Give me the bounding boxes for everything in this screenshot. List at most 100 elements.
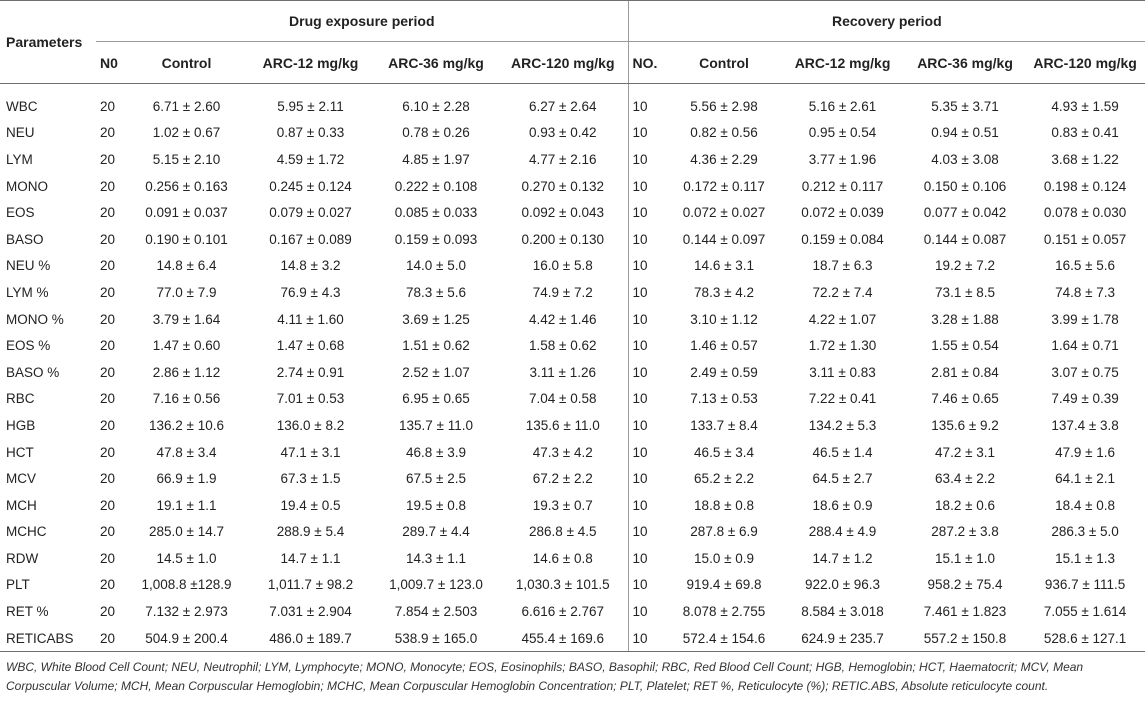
drug-control-cell: 136.2 ± 10.6 [149,417,224,433]
recovery-arc-36-cell: 0.144 ± 0.087 [923,231,1007,247]
drug-arc-120-cell: 455.4 ± 169.6 [498,624,629,653]
parameter-cell: LYM [6,151,33,167]
drug-control-cell: 7.16 ± 0.56 [152,391,221,407]
recovery-control-cell: 1.46 ± 0.57 [690,338,758,354]
drug-control-cell: 14.5 ± 1.0 [156,550,217,566]
hematology-table: Parameters Drug exposure period Recovery… [0,0,1145,653]
recovery-arc-36-cell: 1.55 ± 0.54 [931,338,999,354]
no-cell: 10 [627,518,669,546]
drug-control-cell: 1.02 ± 0.67 [152,125,221,141]
drug-control-cell: 504.9 ± 200.4 [126,624,247,653]
col-header-recovery-arc-12: ARC-12 mg/kg [780,41,906,84]
drug-arc-120-cell: 6.27 ± 2.64 [529,98,597,114]
recovery-arc-120-cell: 1.64 ± 0.71 [1051,338,1119,354]
drug-arc-36-cell: 67.5 ± 2.5 [406,471,466,487]
recovery-arc-12-cell: 5.16 ± 2.61 [808,98,877,114]
n0-cell: 20 [100,550,116,566]
no-cell: 10 [627,465,669,492]
n0-cell: 20 [100,577,116,593]
recovery-arc-36-cell: 73.1 ± 8.5 [935,284,995,300]
drug-arc-120-cell: 135.6 ± 11.0 [525,417,600,433]
col-header-recovery-arc-36: ARC-36 mg/kg [905,41,1026,84]
recovery-arc-12-cell: 134.2 ± 5.3 [808,417,877,433]
recovery-arc-36-cell: 287.2 ± 3.8 [931,524,999,540]
col-header-no: NO. [627,41,669,84]
drug-arc-12-cell: 67.3 ± 1.5 [280,471,341,487]
recovery-arc-36-cell: 19.2 ± 7.2 [935,258,995,274]
drug-arc-120-cell: 14.6 ± 0.8 [532,550,593,566]
recovery-arc-120-cell: 936.7 ± 111.5 [1044,577,1126,593]
table-row: HCT 20 47.8 ± 3.4 47.1 ± 3.1 46.8 ± 3.9 47.3 … [0,438,1145,466]
n0-cell: 20 [96,624,126,653]
no-cell: 10 [627,571,669,599]
recovery-arc-12-cell: 0.95 ± 0.54 [808,125,877,141]
table-row: EOS 20 0.091 ± 0.037 0.079 ± 0.027 0.085 ± 0… [0,199,1145,226]
drug-arc-36-cell: 4.85 ± 1.97 [402,151,470,167]
drug-arc-36-cell: 538.9 ± 165.0 [374,624,498,653]
drug-control-cell: 14.8 ± 6.4 [156,258,217,274]
recovery-control-cell: 919.4 ± 69.8 [686,577,762,593]
drug-control-cell: 1,008.8 ±128.9 [141,577,232,593]
n0-cell: 20 [100,98,116,114]
recovery-arc-120-cell: 3.07 ± 0.75 [1051,364,1119,380]
n0-cell: 20 [100,205,116,221]
recovery-arc-36-cell: 0.150 ± 0.106 [923,178,1007,194]
drug-arc-36-cell: 0.78 ± 0.26 [402,125,470,141]
recovery-arc-36-cell: 15.1 ± 1.0 [935,550,995,566]
parameter-cell: MONO % [6,311,64,327]
recovery-arc-12-cell: 624.9 ± 235.7 [780,624,906,653]
drug-arc-36-cell: 46.8 ± 3.9 [406,444,466,460]
header-drug-exposure-period: Drug exposure period [96,0,629,42]
parameter-cell: BASO [6,231,44,247]
recovery-arc-120-cell: 0.83 ± 0.41 [1051,125,1119,141]
n0-cell: 20 [100,524,116,540]
col-header-drug-arc-12: ARC-12 mg/kg [247,41,374,84]
recovery-arc-12-cell: 7.22 ± 0.41 [808,391,877,407]
no-cell: 10 [627,491,669,519]
recovery-arc-120-cell: 7.49 ± 0.39 [1051,391,1119,407]
drug-control-cell: 1.47 ± 0.60 [152,338,221,354]
drug-arc-12-cell: 288.9 ± 5.4 [276,524,345,540]
recovery-arc-12-cell: 3.77 ± 1.96 [808,151,877,167]
recovery-arc-12-cell: 18.7 ± 6.3 [812,258,873,274]
no-cell: 10 [627,146,669,173]
n0-cell: 20 [100,391,116,407]
table-row: BASO 20 0.190 ± 0.101 0.167 ± 0.089 0.159 ± … [0,225,1145,253]
table-footnote: WBC, White Blood Cell Count; NEU, Neutro… [6,660,1084,693]
drug-arc-12-cell: 136.0 ± 8.2 [276,417,345,433]
no-cell: 10 [627,545,669,572]
drug-control-cell: 5.15 ± 2.10 [152,151,221,167]
recovery-arc-12-cell: 0.212 ± 0.117 [801,178,884,194]
table-row: RDW 20 14.5 ± 1.0 14.7 ± 1.1 14.3 ± 1.1 14.6 … [0,545,1145,572]
drug-arc-36-cell: 14.3 ± 1.1 [406,550,466,566]
recovery-arc-120-cell: 137.4 ± 3.8 [1051,417,1119,433]
table-row: MCHC 20 285.0 ± 14.7 288.9 ± 5.4 289.7 ± 4.4… [0,518,1145,546]
n0-cell: 20 [100,417,116,433]
recovery-arc-36-cell: 5.35 ± 3.71 [931,98,999,114]
drug-arc-120-cell: 0.93 ± 0.42 [529,125,597,141]
n0-cell: 20 [100,311,116,327]
drug-arc-120-cell: 286.8 ± 4.5 [529,524,597,540]
drug-arc-12-cell: 4.59 ± 1.72 [276,151,345,167]
recovery-control-cell: 5.56 ± 2.98 [690,98,758,114]
drug-arc-12-cell: 14.8 ± 3.2 [280,258,341,274]
drug-arc-120-cell: 1.58 ± 0.62 [529,338,597,354]
drug-arc-36-cell: 2.52 ± 1.07 [402,364,470,380]
drug-control-cell: 7.132 ± 2.973 [145,604,228,620]
recovery-arc-36-cell: 7.461 ± 1.823 [923,604,1007,620]
drug-arc-36-cell: 19.5 ± 0.8 [406,497,466,513]
no-cell: 10 [627,252,669,280]
table-row: RBC 20 7.16 ± 0.56 7.01 ± 0.53 6.95 ± 0.65 7.… [0,385,1145,413]
no-cell: 10 [627,598,669,625]
drug-arc-36-cell: 0.085 ± 0.033 [394,205,478,221]
recovery-arc-36-cell: 557.2 ± 150.8 [905,624,1026,653]
recovery-arc-36-cell: 958.2 ± 75.4 [927,577,1003,593]
n0-cell: 20 [100,151,116,167]
drug-arc-12-cell: 7.031 ± 2.904 [269,604,352,620]
recovery-arc-36-cell: 63.4 ± 2.2 [935,471,995,487]
drug-arc-36-cell: 1.51 ± 0.62 [402,338,470,354]
drug-arc-120-cell: 3.11 ± 1.26 [529,364,596,380]
drug-arc-120-cell: 6.616 ± 2.767 [521,604,604,620]
no-cell: 10 [627,412,669,439]
drug-control-cell: 77.0 ± 7.9 [156,284,217,300]
